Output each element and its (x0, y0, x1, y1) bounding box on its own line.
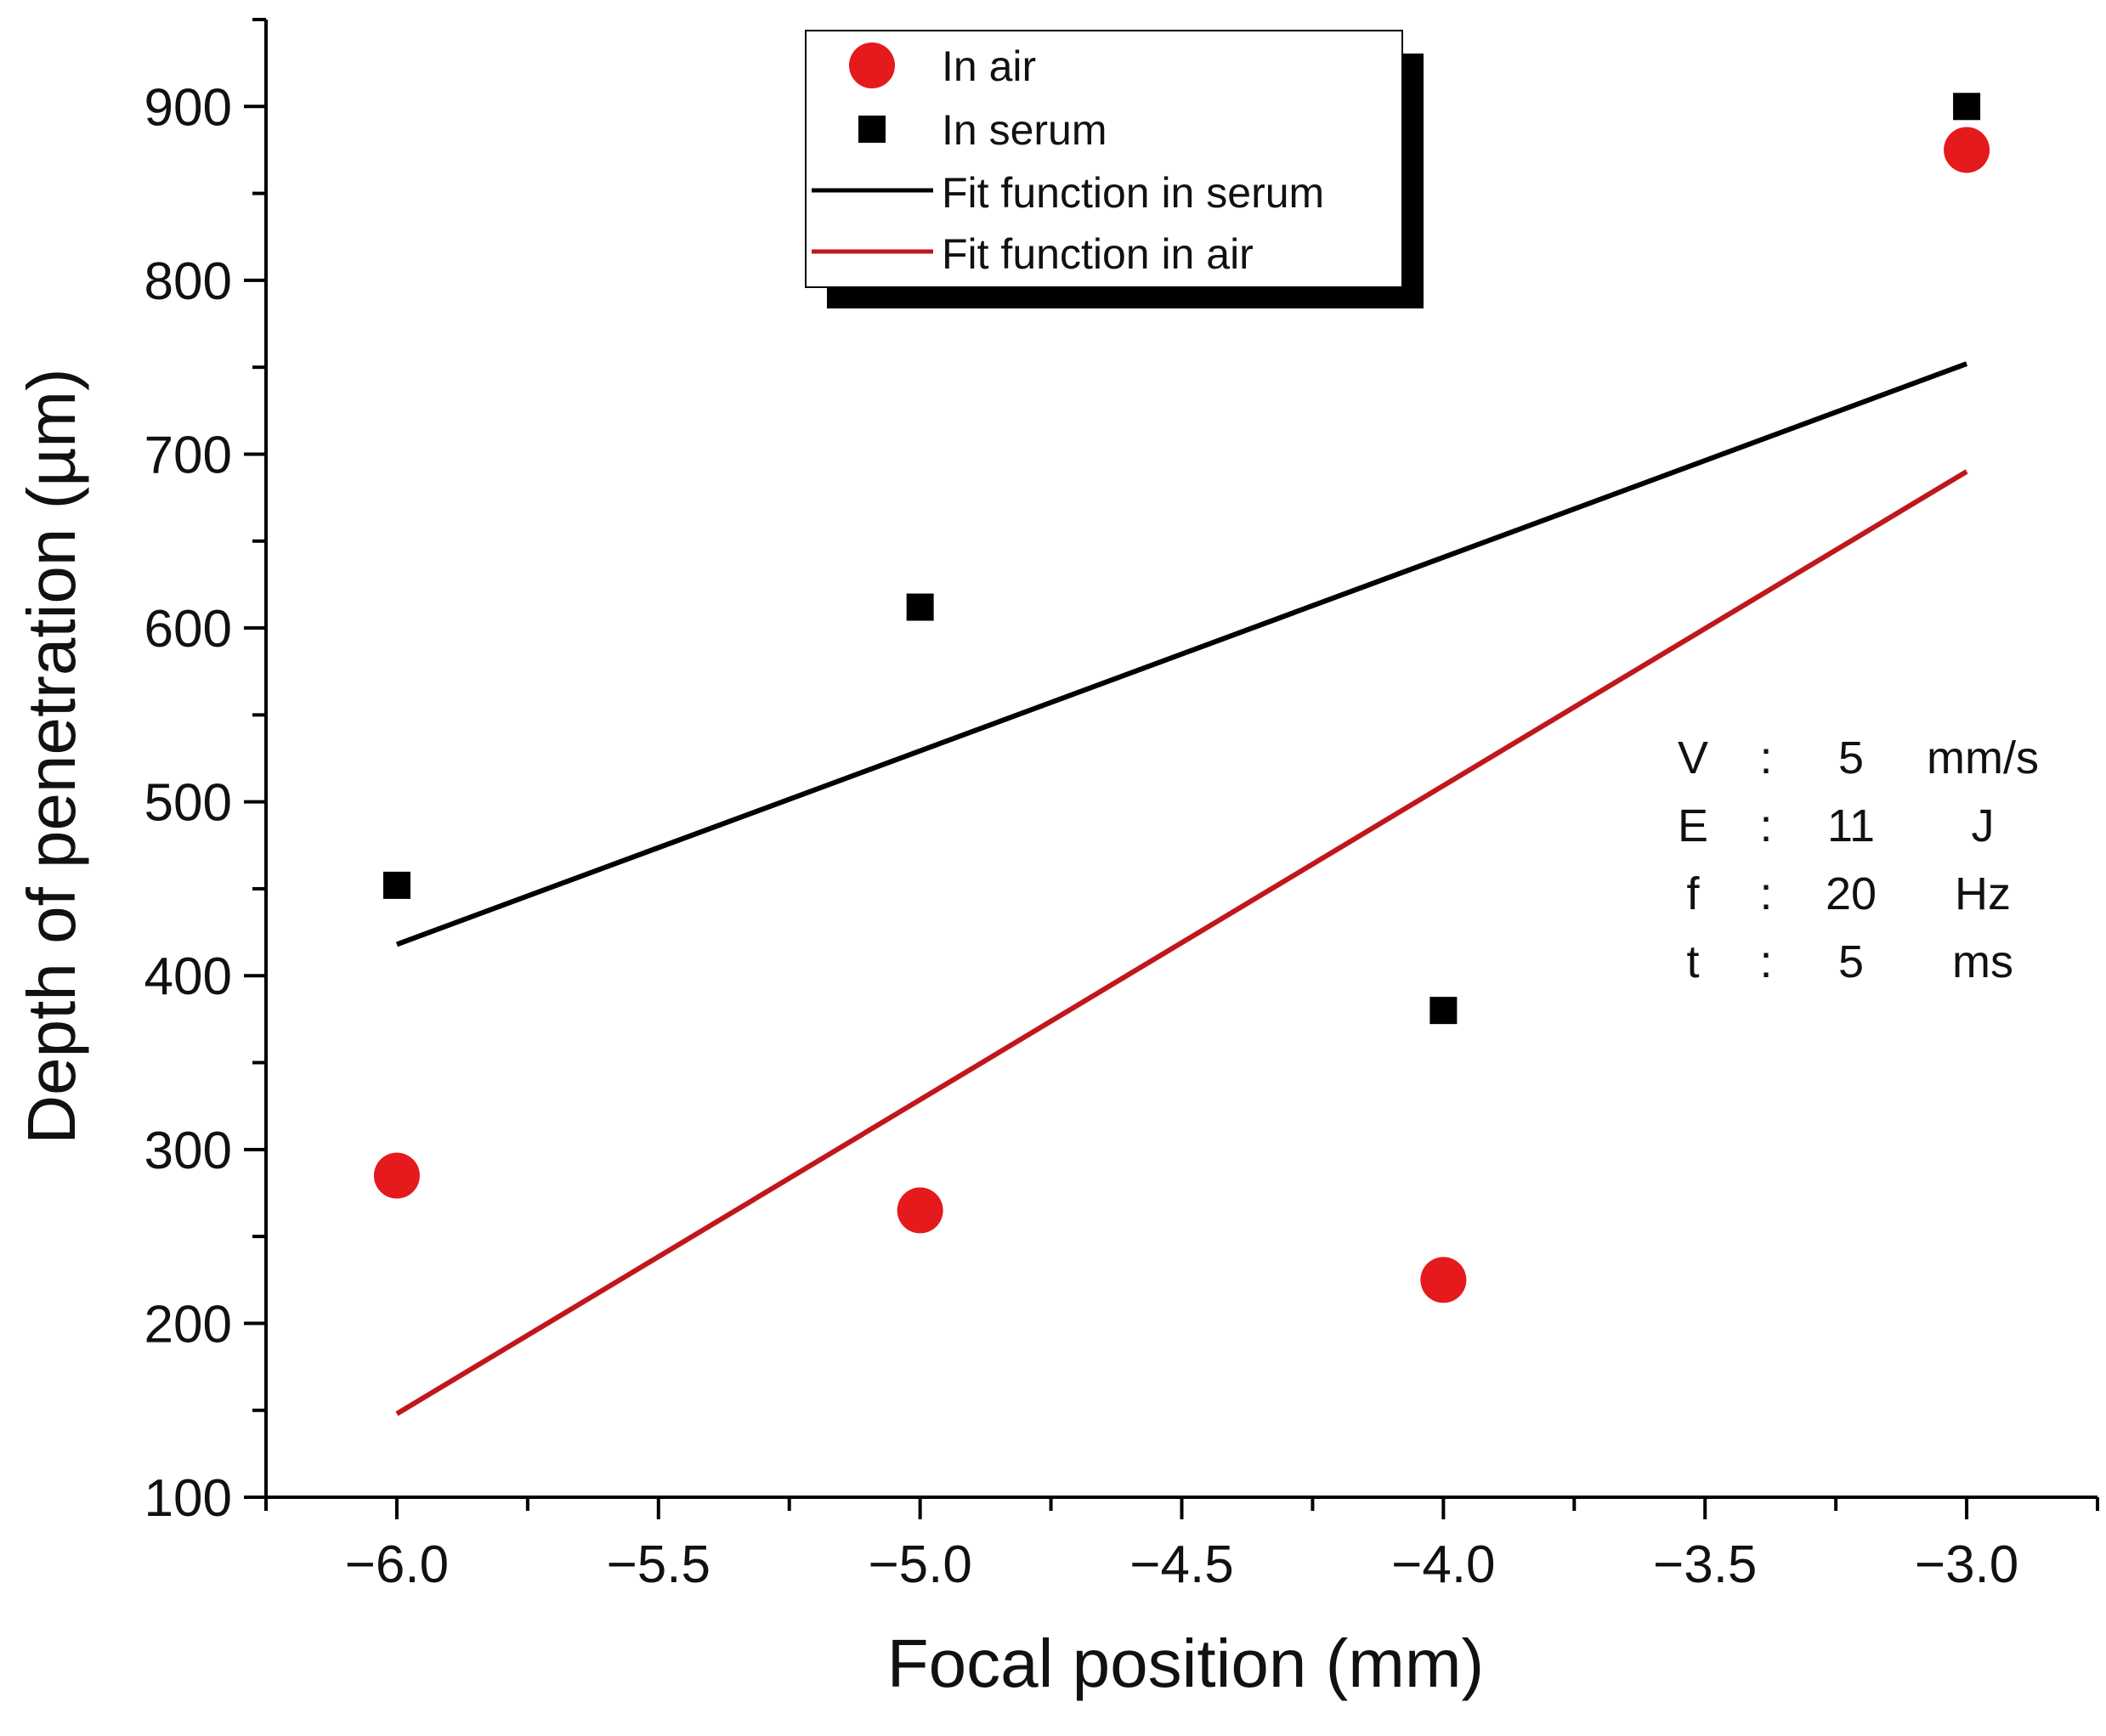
param-v-value: 5 (1838, 732, 1864, 783)
x-axis-title: Focal position (mm) (887, 1626, 1484, 1701)
x-tick-label: −5.0 (868, 1535, 971, 1594)
serum-point (1953, 93, 1981, 121)
y-tick-label: 400 (144, 947, 232, 1006)
serum-point (382, 871, 410, 899)
air-point (897, 1187, 943, 1234)
x-tick-label: −3.5 (1653, 1535, 1757, 1594)
x-tick-label: −5.5 (607, 1535, 710, 1594)
y-tick-label: 100 (144, 1469, 232, 1528)
x-tick-label: −6.0 (345, 1535, 449, 1594)
y-tick-label: 300 (144, 1122, 232, 1180)
param-e-symbol: E (1678, 800, 1708, 851)
param-e-unit: J (1972, 800, 1995, 851)
param-f-unit: Hz (1955, 868, 2011, 919)
legend-air-marker (849, 42, 895, 88)
param-v-unit: mm/s (1927, 732, 2039, 783)
fit-line-serum (395, 361, 1968, 947)
param-e-sep: : (1759, 800, 1772, 851)
fit-line-air (395, 469, 1968, 1417)
legend-box (805, 30, 1403, 288)
legend-fit-air-label: Fit function in air (942, 230, 1254, 278)
x-tick-label: −3.0 (1915, 1535, 2018, 1594)
param-v-sep: : (1759, 732, 1772, 783)
param-t-unit: ms (1952, 936, 2013, 987)
param-f-sep: : (1759, 868, 1772, 919)
air-point (1420, 1257, 1467, 1303)
legend: In air In serum Fit function in serum Fi… (805, 30, 1424, 308)
serum-point (1429, 997, 1458, 1025)
param-f-symbol: f (1686, 868, 1700, 919)
y-tick-label: 500 (144, 774, 232, 833)
y-tick-label: 700 (144, 426, 232, 484)
legend-serum-label: In serum (942, 106, 1107, 154)
legend-fit-serum-label: Fit function in serum (942, 169, 1324, 217)
y-tick-label: 800 (144, 252, 232, 311)
param-t-sep: : (1759, 936, 1772, 987)
marks-layer (373, 93, 1990, 1417)
x-tick-label: −4.0 (1391, 1535, 1495, 1594)
x-tick-label: −4.5 (1129, 1535, 1233, 1594)
air-point (1944, 127, 1990, 173)
param-f-value: 20 (1826, 868, 1877, 919)
legend-air-label: In air (942, 42, 1036, 90)
air-point (373, 1152, 420, 1199)
y-tick-label: 200 (144, 1295, 232, 1354)
serum-point (906, 593, 934, 621)
parameter-annotation: V : 5 mm/s E : 11 J f : 20 Hz t : 5 ms (1678, 732, 2039, 987)
legend-serum-marker (858, 116, 886, 143)
param-t-value: 5 (1838, 936, 1864, 987)
param-t-symbol: t (1686, 936, 1699, 987)
y-axis-title: Depth of penetration (µm) (14, 368, 89, 1144)
y-tick-label: 600 (144, 600, 232, 659)
param-e-value: 11 (1827, 800, 1875, 851)
param-v-symbol: V (1678, 732, 1708, 783)
y-tick-label: 900 (144, 78, 232, 137)
axes-layer: −6.0 −5.5 −5.0 −4.5 −4.0 −3.5 −3.0 100 200 300 400… (144, 18, 2099, 1594)
